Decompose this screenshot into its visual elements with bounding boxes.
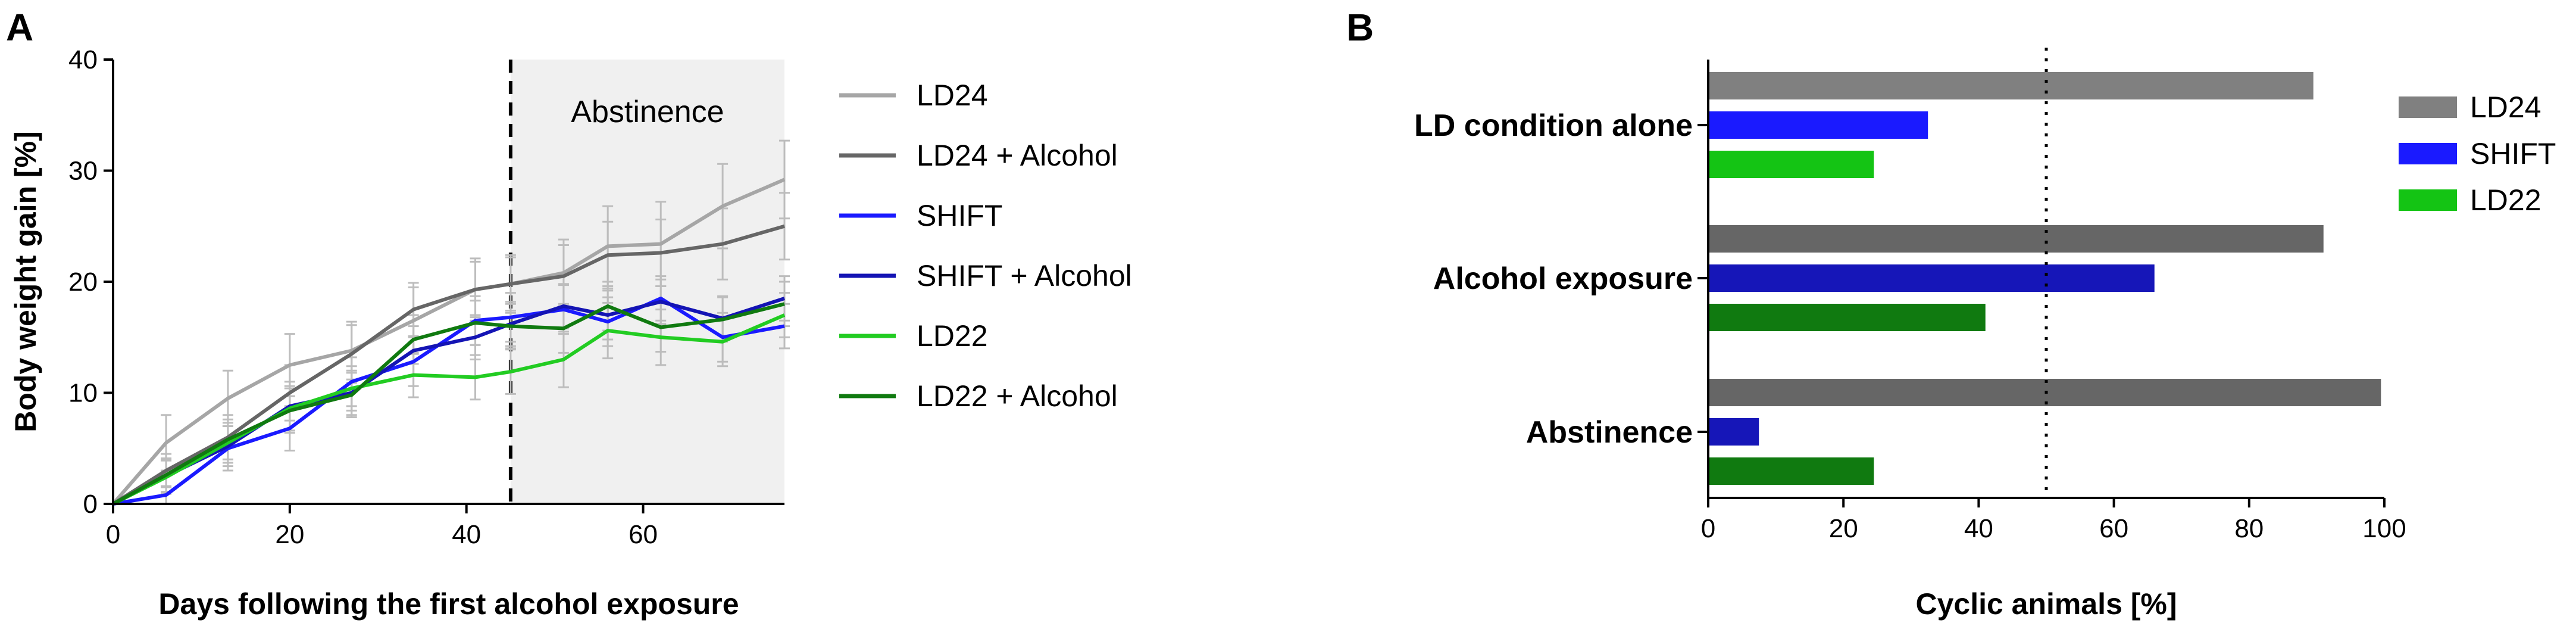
series-line-shift [112, 296, 785, 506]
legend-label-ld22: LD22 [917, 319, 988, 353]
b-x-tick-label-100: 100 [2362, 514, 2406, 543]
abstinence-shaded-region [510, 60, 784, 504]
legend-label-shift-alcohol: SHIFT + Alcohol [917, 259, 1132, 292]
y-tick-label-10: 10 [68, 379, 98, 408]
y-tick-label-0: 0 [83, 490, 98, 519]
panel-a-x-axis-title: Days following the first alcohol exposur… [158, 587, 739, 621]
panel-b: B 0 20 40 60 80 100 LD condition alone Alcohol… [1346, 6, 2556, 621]
x-tick-label-60: 60 [629, 520, 658, 549]
panel-a-letter: A [6, 6, 33, 49]
abstinence-label: Abstinence [571, 95, 724, 129]
category-label-abstinence: Abstinence [1526, 415, 1693, 450]
panel-b-bars [1708, 72, 2381, 485]
panel-a-marks [111, 60, 790, 506]
panel-a-ticks: 0 10 20 30 40 0 20 40 60 [68, 45, 658, 549]
b-x-tick-label-0: 0 [1701, 514, 1715, 543]
bar-alcohol-exposure-ld24 [1708, 225, 2324, 253]
panel-a-y-axis-title: Body weight gain [%] [9, 131, 42, 432]
bar-ld-condition-alone-shift [1708, 111, 1928, 139]
legend-label-shift: SHIFT [917, 199, 1002, 232]
legend-swatch-shift [2399, 143, 2457, 164]
legend-label-shift: SHIFT [2470, 137, 2556, 170]
b-x-tick-label-60: 60 [2099, 514, 2128, 543]
bar-abstinence-ld22 [1708, 457, 1874, 485]
y-tick-label-20: 20 [68, 267, 98, 297]
legend-label-ld24: LD24 [2470, 91, 2541, 124]
bar-abstinence-shift [1708, 418, 1759, 446]
panel-b-legend: LD24 SHIFT LD22 [2399, 91, 2556, 217]
x-tick-label-40: 40 [452, 520, 481, 549]
series-line-ld22-alcohol [112, 302, 785, 506]
category-label-alcohol-exposure: Alcohol exposure [1433, 261, 1693, 296]
x-tick-label-0: 0 [106, 520, 120, 549]
series-line-shift-alcohol [112, 297, 785, 506]
b-x-tick-label-40: 40 [1964, 514, 1993, 543]
bar-abstinence-ld24 [1708, 379, 2381, 406]
panel-b-letter: B [1346, 6, 1374, 49]
legend-label-ld22: LD22 [2470, 183, 2541, 217]
y-tick-label-40: 40 [68, 45, 98, 74]
panel-b-category-labels: LD condition alone Alcohol exposure Abstin… [1414, 108, 1708, 450]
bar-ld-condition-alone-ld22 [1708, 151, 1874, 178]
panel-a: A Abstinence 0 10 20 30 40 0 20 40 60 Days follo… [6, 6, 1132, 621]
category-label-ld-condition-alone: LD condition alone [1414, 108, 1693, 143]
legend-swatch-ld22 [2399, 189, 2457, 211]
bar-alcohol-exposure-ld22 [1708, 304, 1986, 331]
y-tick-label-30: 30 [68, 157, 98, 186]
bar-ld-condition-alone-ld24 [1708, 72, 2314, 99]
b-x-tick-label-20: 20 [1829, 514, 1858, 543]
b-x-tick-label-80: 80 [2234, 514, 2264, 543]
series-line-ld24-alcohol [112, 224, 785, 506]
panel-b-x-axis-title: Cyclic animals [%] [1915, 587, 2177, 621]
panel-a-legend: LD24 LD24 + Alcohol SHIFT SHIFT + Alcohol LD… [839, 79, 1132, 413]
panel-b-ticks: 0 20 40 60 80 100 [1701, 498, 2406, 543]
legend-label-ld22-alcohol: LD22 + Alcohol [917, 379, 1118, 413]
bar-alcohol-exposure-shift [1708, 264, 2155, 292]
x-tick-label-20: 20 [275, 520, 304, 549]
legend-swatch-ld24 [2399, 96, 2457, 118]
legend-label-ld24-alcohol: LD24 + Alcohol [917, 139, 1118, 172]
legend-label-ld24: LD24 [917, 79, 988, 112]
series-line-ld22 [112, 313, 786, 506]
